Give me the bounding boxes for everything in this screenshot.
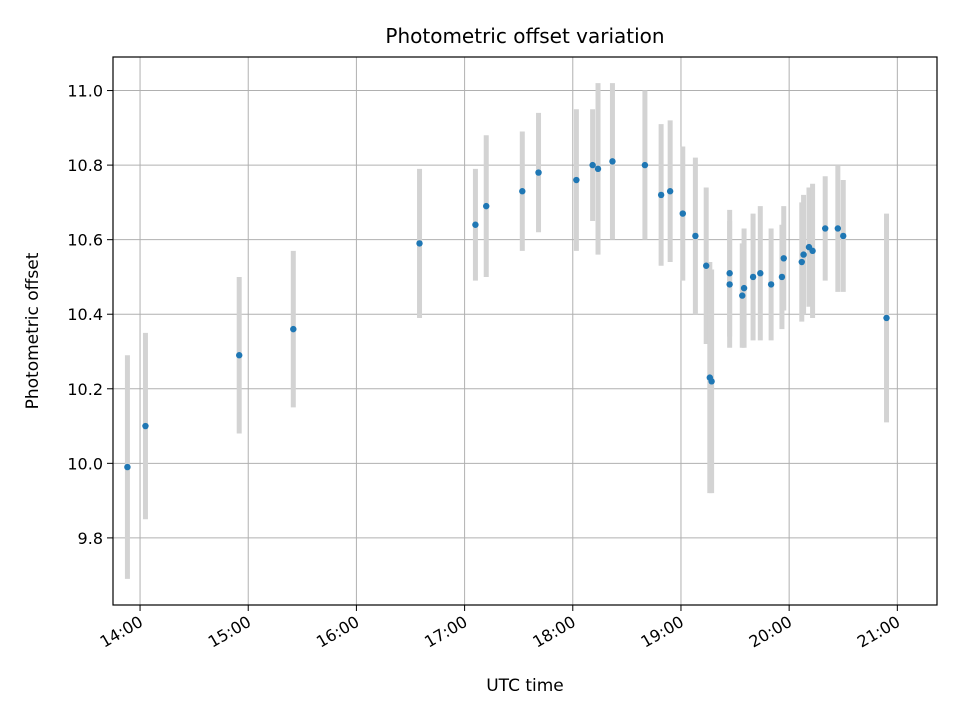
data-point <box>809 247 816 255</box>
y-axis-ticks: 9.8 10.0 10.2 10.4 10.6 10.8 11.0 <box>67 82 113 548</box>
x-axis-label: UTC time <box>486 676 564 696</box>
y-tick-label: 10.4 <box>67 305 103 324</box>
data-point <box>840 232 847 240</box>
y-tick-label: 10.2 <box>67 380 103 399</box>
y-tick-label: 11.0 <box>67 82 103 101</box>
chart-title: Photometric offset variation <box>385 24 664 48</box>
data-point <box>740 284 748 292</box>
y-tick-label: 10.8 <box>67 156 103 175</box>
data-point <box>416 240 423 247</box>
data-point <box>641 161 649 169</box>
plot-frame <box>112 56 938 606</box>
data-point <box>708 378 715 385</box>
data-point <box>236 352 243 359</box>
data-point <box>780 255 787 262</box>
data-point <box>767 281 775 288</box>
data-point <box>726 270 733 277</box>
y-tick-label: 10.0 <box>67 454 103 473</box>
data-point <box>822 225 829 232</box>
data-point <box>778 273 786 281</box>
data-point <box>657 191 665 199</box>
data-point <box>749 273 757 281</box>
data-point <box>692 232 699 240</box>
data-point <box>757 270 764 277</box>
y-axis-label: Photometric offset <box>23 252 43 409</box>
data-point <box>589 161 596 169</box>
data-point <box>573 176 580 184</box>
data-point <box>290 325 297 333</box>
y-tick-label: 9.8 <box>78 529 103 548</box>
data-point <box>594 165 602 173</box>
data-point <box>519 188 526 195</box>
data-point <box>798 258 805 266</box>
y-tick-label: 10.6 <box>67 231 103 250</box>
data-point <box>142 422 149 430</box>
data-point <box>472 221 479 228</box>
data-point <box>535 169 542 176</box>
data-point <box>834 225 842 232</box>
data-point <box>883 314 890 322</box>
data-point <box>483 202 490 210</box>
data-point <box>679 210 686 217</box>
data-point <box>703 262 710 269</box>
data-point <box>726 281 733 288</box>
data-point <box>666 188 674 195</box>
data-point <box>609 158 616 165</box>
data-point <box>739 292 746 299</box>
data-point <box>124 463 131 471</box>
grid <box>113 57 937 605</box>
data-points <box>124 158 890 471</box>
data-point <box>800 251 807 258</box>
